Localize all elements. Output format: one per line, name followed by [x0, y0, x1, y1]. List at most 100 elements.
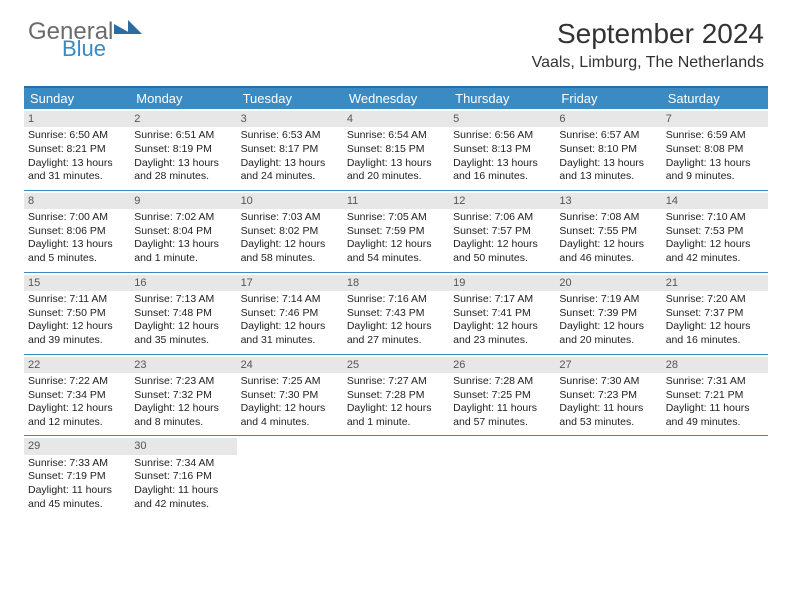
- calendar-cell: 6Sunrise: 6:57 AMSunset: 8:10 PMDaylight…: [555, 109, 661, 190]
- sunset-line: Sunset: 8:02 PM: [241, 225, 339, 239]
- calendar-cell: 2Sunrise: 6:51 AMSunset: 8:19 PMDaylight…: [130, 109, 236, 190]
- calendar-cell: 28Sunrise: 7:31 AMSunset: 7:21 PMDayligh…: [662, 355, 768, 436]
- sunrise-line: Sunrise: 7:05 AM: [347, 211, 445, 225]
- sunrise-line: Sunrise: 7:23 AM: [134, 375, 232, 389]
- daylight-line: Daylight: 12 hours: [453, 320, 551, 334]
- sunrise-line: Sunrise: 7:31 AM: [666, 375, 764, 389]
- daylight-line: Daylight: 13 hours: [28, 157, 126, 171]
- day-number: 22: [24, 357, 130, 373]
- sunset-line: Sunset: 8:17 PM: [241, 143, 339, 157]
- title-block: September 2024 Vaals, Limburg, The Nethe…: [532, 18, 764, 72]
- daylight-line: Daylight: 12 hours: [241, 238, 339, 252]
- daylight-line: Daylight: 12 hours: [559, 238, 657, 252]
- day-number: 17: [237, 275, 343, 291]
- sunrise-line: Sunrise: 7:20 AM: [666, 293, 764, 307]
- daylight-line: Daylight: 12 hours: [28, 402, 126, 416]
- sunset-line: Sunset: 7:28 PM: [347, 389, 445, 403]
- sunset-line: Sunset: 7:23 PM: [559, 389, 657, 403]
- daylight-line2: and 4 minutes.: [241, 416, 339, 430]
- daylight-line: Daylight: 13 hours: [241, 157, 339, 171]
- day-number: 29: [24, 438, 130, 454]
- daylight-line: Daylight: 12 hours: [28, 320, 126, 334]
- sunrise-line: Sunrise: 6:51 AM: [134, 129, 232, 143]
- daylight-line: Daylight: 13 hours: [134, 238, 232, 252]
- daylight-line: Daylight: 11 hours: [134, 484, 232, 498]
- sunset-line: Sunset: 7:59 PM: [347, 225, 445, 239]
- calendar-cell: 22Sunrise: 7:22 AMSunset: 7:34 PMDayligh…: [24, 355, 130, 436]
- daylight-line2: and 28 minutes.: [134, 170, 232, 184]
- sunrise-line: Sunrise: 7:03 AM: [241, 211, 339, 225]
- sunrise-line: Sunrise: 7:19 AM: [559, 293, 657, 307]
- weekday-header-row: SundayMondayTuesdayWednesdayThursdayFrid…: [24, 88, 768, 109]
- daylight-line2: and 31 minutes.: [241, 334, 339, 348]
- logo: General Blue: [28, 18, 113, 62]
- weekday-header: Monday: [130, 88, 236, 109]
- day-number: 23: [130, 357, 236, 373]
- calendar-cell: 23Sunrise: 7:23 AMSunset: 7:32 PMDayligh…: [130, 355, 236, 436]
- sunset-line: Sunset: 7:46 PM: [241, 307, 339, 321]
- daylight-line2: and 54 minutes.: [347, 252, 445, 266]
- daylight-line: Daylight: 13 hours: [666, 157, 764, 171]
- sunset-line: Sunset: 7:41 PM: [453, 307, 551, 321]
- day-number: 3: [237, 111, 343, 127]
- day-number: 24: [237, 357, 343, 373]
- sunrise-line: Sunrise: 7:08 AM: [559, 211, 657, 225]
- sunrise-line: Sunrise: 7:10 AM: [666, 211, 764, 225]
- sunset-line: Sunset: 7:48 PM: [134, 307, 232, 321]
- day-number: 8: [24, 193, 130, 209]
- sunset-line: Sunset: 7:39 PM: [559, 307, 657, 321]
- sunrise-line: Sunrise: 6:50 AM: [28, 129, 126, 143]
- calendar-cell: 14Sunrise: 7:10 AMSunset: 7:53 PMDayligh…: [662, 191, 768, 272]
- daylight-line2: and 1 minute.: [347, 416, 445, 430]
- sunrise-line: Sunrise: 7:28 AM: [453, 375, 551, 389]
- daylight-line: Daylight: 12 hours: [241, 320, 339, 334]
- day-number: 9: [130, 193, 236, 209]
- calendar-cell: .: [343, 436, 449, 517]
- sunset-line: Sunset: 7:43 PM: [347, 307, 445, 321]
- day-number: 5: [449, 111, 555, 127]
- daylight-line2: and 31 minutes.: [28, 170, 126, 184]
- sunset-line: Sunset: 8:08 PM: [666, 143, 764, 157]
- sunset-line: Sunset: 8:04 PM: [134, 225, 232, 239]
- calendar-cell: 25Sunrise: 7:27 AMSunset: 7:28 PMDayligh…: [343, 355, 449, 436]
- sunset-line: Sunset: 8:10 PM: [559, 143, 657, 157]
- daylight-line2: and 39 minutes.: [28, 334, 126, 348]
- daylight-line2: and 1 minute.: [134, 252, 232, 266]
- sunset-line: Sunset: 7:30 PM: [241, 389, 339, 403]
- calendar-cell: 21Sunrise: 7:20 AMSunset: 7:37 PMDayligh…: [662, 273, 768, 354]
- day-number: 15: [24, 275, 130, 291]
- day-number: 4: [343, 111, 449, 127]
- daylight-line2: and 16 minutes.: [453, 170, 551, 184]
- daylight-line: Daylight: 13 hours: [453, 157, 551, 171]
- sunrise-line: Sunrise: 7:11 AM: [28, 293, 126, 307]
- day-number: 19: [449, 275, 555, 291]
- daylight-line: Daylight: 13 hours: [559, 157, 657, 171]
- calendar-week: 29Sunrise: 7:33 AMSunset: 7:19 PMDayligh…: [24, 436, 768, 517]
- day-number: 14: [662, 193, 768, 209]
- day-number: 28: [662, 357, 768, 373]
- daylight-line: Daylight: 12 hours: [134, 320, 232, 334]
- calendar-cell: 16Sunrise: 7:13 AMSunset: 7:48 PMDayligh…: [130, 273, 236, 354]
- daylight-line2: and 35 minutes.: [134, 334, 232, 348]
- calendar-cell: .: [555, 436, 661, 517]
- day-number: 16: [130, 275, 236, 291]
- logo-triangle-icon: [128, 20, 142, 34]
- calendar-cell: 4Sunrise: 6:54 AMSunset: 8:15 PMDaylight…: [343, 109, 449, 190]
- sunset-line: Sunset: 8:21 PM: [28, 143, 126, 157]
- daylight-line: Daylight: 13 hours: [134, 157, 232, 171]
- daylight-line: Daylight: 12 hours: [559, 320, 657, 334]
- calendar-cell: 13Sunrise: 7:08 AMSunset: 7:55 PMDayligh…: [555, 191, 661, 272]
- sunrise-line: Sunrise: 7:34 AM: [134, 457, 232, 471]
- sunrise-line: Sunrise: 6:53 AM: [241, 129, 339, 143]
- calendar: SundayMondayTuesdayWednesdayThursdayFrid…: [24, 86, 768, 517]
- sunrise-line: Sunrise: 6:59 AM: [666, 129, 764, 143]
- day-number: 13: [555, 193, 661, 209]
- sunset-line: Sunset: 8:06 PM: [28, 225, 126, 239]
- sunset-line: Sunset: 7:57 PM: [453, 225, 551, 239]
- sunrise-line: Sunrise: 7:30 AM: [559, 375, 657, 389]
- calendar-week: 15Sunrise: 7:11 AMSunset: 7:50 PMDayligh…: [24, 273, 768, 355]
- sunrise-line: Sunrise: 7:25 AM: [241, 375, 339, 389]
- daylight-line2: and 13 minutes.: [559, 170, 657, 184]
- sunset-line: Sunset: 7:25 PM: [453, 389, 551, 403]
- daylight-line: Daylight: 12 hours: [134, 402, 232, 416]
